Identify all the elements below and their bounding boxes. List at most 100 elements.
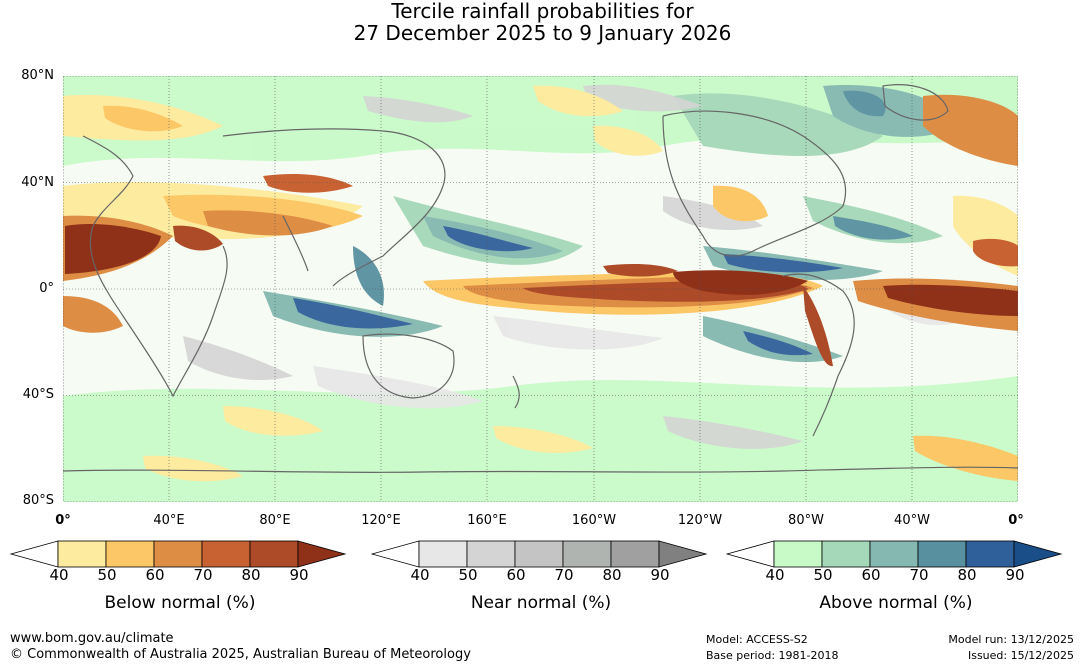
colorbar-segment — [249, 540, 299, 568]
coastline-greenland — [882, 84, 949, 121]
lon-label: 160°W — [571, 513, 617, 528]
colorbar-tick: 40 — [765, 566, 785, 584]
lon-label: 120°W — [677, 513, 723, 528]
colorbar-tick: 60 — [861, 566, 881, 584]
colorbar-segment — [153, 540, 203, 568]
footer-issued: Issued: 15/12/2025 — [967, 649, 1074, 662]
colorbar-segment — [57, 540, 107, 568]
colorbar-tick: 70 — [554, 566, 574, 584]
below-region — [603, 263, 678, 277]
colorbar-segment — [773, 540, 823, 568]
below-region — [223, 406, 323, 436]
lon-label: 0° — [1008, 513, 1024, 528]
footer-model: Model: ACCESS-S2 — [706, 633, 808, 646]
coastline-india — [282, 215, 309, 272]
below-region — [533, 85, 623, 117]
map-title: Tercile rainfall probabilities for 27 De… — [0, 0, 1085, 44]
colorbar-near-normal — [371, 540, 708, 568]
below-region — [493, 426, 593, 453]
near-region — [663, 416, 803, 449]
coastline-antarctica — [63, 466, 1018, 474]
colorbar-tick: 80 — [957, 566, 977, 584]
above-region — [443, 226, 533, 252]
near-region — [183, 336, 293, 381]
above-region — [743, 331, 813, 356]
title-line-1: Tercile rainfall probabilities for — [391, 0, 694, 23]
colorbar-segment — [658, 540, 708, 568]
near-region — [363, 96, 473, 123]
colorbar-tick: 40 — [410, 566, 430, 584]
colorbar-segment — [869, 540, 919, 568]
colorbar-segment — [201, 540, 251, 568]
colorbar-segment — [466, 540, 516, 568]
above-region — [723, 254, 843, 273]
footer-model-run: Model run: 13/12/2025 — [948, 633, 1074, 646]
colorbar-tick: 80 — [241, 566, 261, 584]
colorbar-tick: 50 — [458, 566, 478, 584]
below-region — [803, 286, 833, 367]
near-region — [663, 196, 763, 231]
colorbar-segment — [610, 540, 660, 568]
coastline-australia — [362, 333, 455, 399]
lat-label: 40°N — [21, 175, 54, 190]
near-region — [493, 316, 663, 350]
below-region — [173, 225, 223, 251]
colorbar-segment — [297, 540, 347, 568]
coastline-new-zealand — [512, 375, 520, 409]
coastlines — [63, 84, 1018, 474]
above-region — [833, 216, 913, 240]
above-region — [63, 76, 1018, 166]
above-region — [353, 246, 384, 306]
colorbar-caption-above: Above normal (%) — [819, 593, 973, 613]
colorbar-above-normal — [726, 540, 1063, 568]
footer-url: www.bom.gov.au/climate — [10, 631, 174, 646]
lon-label: 160°E — [467, 513, 507, 528]
lat-label: 0° — [39, 281, 54, 296]
colorbar-segment — [105, 540, 155, 568]
colorbar-tick: 70 — [193, 566, 213, 584]
colorbar-segment — [10, 540, 59, 568]
footer-base-period: Base period: 1981-2018 — [706, 649, 839, 662]
above-region — [673, 93, 883, 156]
above-region — [803, 196, 943, 244]
colorbar-tick: 50 — [813, 566, 833, 584]
colorbar-segment — [514, 540, 564, 568]
lat-label: 40°S — [22, 387, 54, 402]
below-region — [713, 185, 768, 222]
colorbar-tick: 70 — [909, 566, 929, 584]
colorbar-tick: 90 — [289, 566, 309, 584]
below-region — [973, 238, 1018, 267]
colorbar-tick: 90 — [1005, 566, 1025, 584]
below-region — [263, 174, 353, 193]
coastline-asia — [222, 128, 446, 287]
below-region — [103, 105, 183, 132]
lon-label: 80°E — [259, 513, 291, 528]
colorbar-segment — [821, 540, 871, 568]
below-region — [913, 435, 1018, 481]
colorbar-segment — [562, 540, 612, 568]
lon-label: 80°W — [788, 513, 824, 528]
footer-copyright: © Commonwealth of Australia 2025, Austra… — [10, 647, 471, 662]
colorbar-tick: 50 — [97, 566, 117, 584]
below-region — [63, 296, 123, 333]
near-region — [313, 366, 483, 409]
lon-label: 40°E — [153, 513, 185, 528]
below-region — [65, 224, 161, 274]
lon-label: 120°E — [361, 513, 401, 528]
below-region — [593, 125, 663, 156]
lat-label: 80°S — [22, 493, 54, 508]
forecast-map — [63, 76, 1018, 502]
below-region — [883, 284, 1018, 316]
colorbar-tick: 60 — [506, 566, 526, 584]
lat-label: 80°N — [21, 68, 54, 83]
above-region — [293, 298, 413, 329]
graticule — [63, 76, 1018, 502]
colorbar-below-normal — [10, 540, 347, 568]
coastline-north-america — [662, 110, 847, 257]
coastline-europe-africa — [82, 135, 228, 398]
below-region — [203, 210, 333, 236]
colorbar-tick: 40 — [49, 566, 69, 584]
coastline-south-america — [782, 273, 855, 437]
colorbar-tick: 90 — [650, 566, 670, 584]
colorbar-segment — [418, 540, 468, 568]
